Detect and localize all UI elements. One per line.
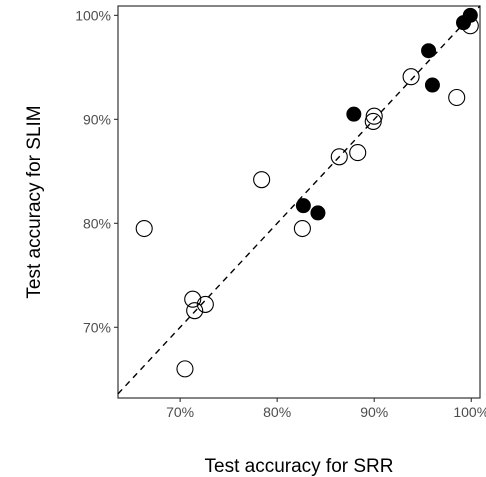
data-point-open (402, 68, 420, 86)
data-point-open (293, 219, 311, 238)
y-tick-label: 70% (83, 319, 111, 335)
data-point-open (364, 112, 382, 130)
x-tick-label: 80% (263, 404, 291, 420)
y-tick-label: 80% (83, 215, 111, 231)
data-point-open (461, 17, 479, 35)
plot-panel (117, 5, 481, 399)
data-point-open (184, 290, 202, 308)
data-point-open (196, 295, 214, 313)
data-point-filled (421, 43, 437, 59)
data-point-open (176, 360, 194, 378)
y-tick-label: 90% (83, 111, 111, 127)
data-point-filled (424, 77, 440, 93)
data-point-open (330, 148, 348, 166)
data-point-open (448, 88, 466, 107)
y-axis-ticks: 70% 80% 90% 100% (75, 7, 118, 335)
x-tick-label: 100% (453, 404, 486, 420)
x-axis-title: Test accuracy for SRR (205, 456, 394, 477)
data-point-open (365, 107, 383, 125)
data-point-open (186, 302, 204, 320)
x-axis-ticks: 70% 80% 90% 100% (166, 398, 486, 420)
x-tick-label: 70% (166, 404, 194, 420)
data-point-filled (346, 106, 362, 122)
data-point-open (253, 171, 271, 189)
data-point-open (349, 144, 367, 162)
data-point-filled (295, 198, 311, 214)
y-axis-title: Test accuracy for SLIM (24, 105, 45, 298)
data-point-filled (310, 205, 326, 221)
data-points (135, 7, 479, 378)
data-point-open (135, 219, 153, 238)
y-tick-label: 100% (75, 7, 111, 23)
x-tick-label: 90% (360, 404, 388, 420)
